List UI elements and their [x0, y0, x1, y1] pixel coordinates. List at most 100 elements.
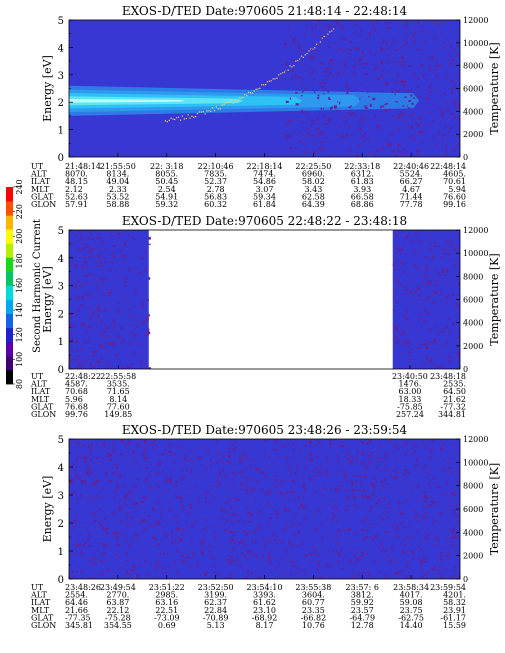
orbit-cell: 22:48:14 [430, 162, 466, 171]
noise-speck [336, 455, 339, 457]
noise-speck [394, 343, 396, 346]
noise-speck [70, 493, 73, 496]
noise-speck [118, 476, 122, 477]
orbit-cell: 62.37 [204, 598, 227, 607]
noise-speck [148, 474, 151, 476]
noise-speck [81, 522, 83, 524]
noise-speck [424, 495, 428, 499]
band-feature-point [255, 88, 257, 90]
noise-speck [264, 439, 267, 442]
noise-speck [345, 48, 348, 50]
noise-speck [143, 528, 147, 531]
noise-speck [132, 565, 134, 568]
noise-speck [367, 91, 369, 93]
noise-speck [181, 476, 185, 479]
noise-speck [445, 109, 449, 112]
orbit-cell: 61.62 [253, 598, 276, 607]
noise-speck [205, 467, 208, 470]
noise-speck [115, 487, 117, 490]
noise-speck [228, 576, 231, 579]
noise-speck [457, 578, 460, 579]
noise-speck [274, 440, 278, 443]
noise-speck [359, 57, 362, 60]
noise-speck [348, 148, 352, 151]
noise-speck [120, 326, 122, 330]
y-tick-label: 3 [58, 282, 64, 293]
orbit-cell: 22:18:14 [247, 162, 283, 171]
noise-speck [391, 523, 393, 527]
noise-speck [281, 556, 283, 560]
noise-speck [312, 546, 314, 548]
colorbar-segment [6, 229, 13, 244]
noise-speck [415, 298, 417, 301]
noise-speck [396, 571, 399, 574]
noise-speck [69, 333, 73, 335]
noise-speck [426, 573, 428, 575]
band-feature-point [196, 113, 199, 115]
noise-speck [98, 308, 100, 312]
noise-speck [106, 515, 109, 517]
noise-speck [379, 543, 382, 546]
noise-speck [418, 317, 420, 319]
colorbar-tick-label: 80 [15, 379, 24, 389]
noise-speck [394, 327, 398, 330]
noise-speck [275, 489, 278, 492]
noise-speck [285, 456, 288, 459]
noise-speck [74, 264, 78, 268]
noise-speck [297, 531, 301, 534]
noise-speck [285, 549, 289, 552]
noise-speck [197, 458, 200, 460]
noise-speck [323, 93, 325, 95]
colorbar-segment [6, 257, 13, 272]
noise-speck [303, 151, 307, 154]
noise-speck [432, 478, 435, 480]
noise-speck [276, 542, 278, 544]
noise-speck [333, 442, 335, 444]
band-feature-point [181, 115, 183, 117]
noise-speck [314, 491, 317, 494]
noise-speck [104, 472, 107, 475]
noise-speck [422, 505, 424, 508]
noise-speck [117, 531, 119, 535]
orbit-cell: 52.37 [204, 177, 227, 186]
noise-speck [255, 481, 260, 483]
noise-speck [70, 576, 73, 579]
noise-speck [76, 539, 79, 541]
y-tick-label: 4 [58, 43, 64, 54]
noise-speck [243, 555, 246, 558]
noise-speck [99, 555, 102, 557]
noise-speck [127, 234, 129, 236]
noise-speck [283, 549, 285, 551]
noise-speck [76, 551, 78, 553]
noise-speck [82, 256, 86, 259]
band-feature-point [333, 28, 335, 30]
noise-speck [245, 445, 248, 447]
noise-speck [314, 151, 316, 154]
noise-speck [365, 475, 368, 478]
noise-speck [251, 478, 255, 481]
noise-speck [420, 567, 423, 569]
noise-speck [438, 289, 441, 291]
band-feature-point [166, 121, 168, 123]
noise-speck [363, 119, 366, 121]
noise-speck [122, 308, 124, 311]
noise-speck [367, 151, 370, 153]
noise-speck [212, 565, 215, 568]
noise-speck [75, 235, 78, 237]
noise-speck [293, 522, 296, 525]
noise-speck [103, 442, 107, 445]
noise-speck [105, 532, 109, 534]
noise-speck [440, 447, 443, 451]
orbit-cell: 22: 3:18 [150, 162, 183, 171]
band-feature-point [249, 92, 251, 94]
orbit-cell: 60.77 [302, 598, 325, 607]
noise-speck [338, 54, 340, 57]
noise-speck [401, 552, 405, 555]
noise-speck [402, 119, 405, 122]
orbit-cell: 54.91 [155, 192, 178, 201]
noise-speck [380, 105, 382, 109]
band-feature-point [183, 118, 185, 120]
noise-speck [411, 102, 414, 105]
noise-speck [414, 464, 418, 467]
noise-speck [334, 537, 337, 540]
